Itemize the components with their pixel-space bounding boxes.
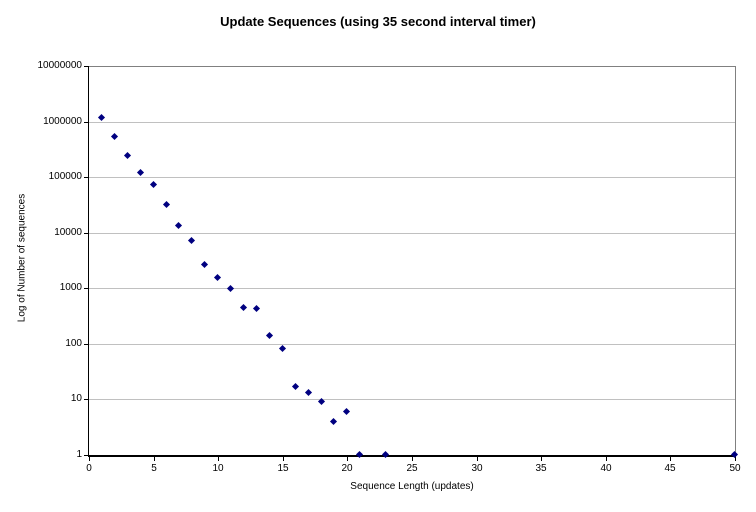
x-axis-tick [154, 457, 155, 461]
y-axis-tick [84, 122, 89, 123]
y-tick-label: 100000 [48, 171, 82, 182]
x-axis-tick [218, 457, 219, 461]
y-gridline [89, 233, 735, 234]
x-axis-tick [477, 457, 478, 461]
x-axis-tick [606, 457, 607, 461]
x-axis-tick [412, 457, 413, 461]
y-gridline [89, 344, 735, 345]
x-tick-label: 0 [86, 463, 92, 474]
x-tick-label: 5 [151, 463, 157, 474]
x-tick-label: 45 [664, 463, 676, 474]
y-tick-label: 100 [65, 338, 82, 349]
x-axis-tick [670, 457, 671, 461]
plot-area [88, 66, 736, 456]
x-axis-tick [541, 457, 542, 461]
y-axis-title: Log of Number of sequences [16, 193, 28, 323]
y-gridline [89, 122, 735, 123]
x-tick-label: 20 [341, 463, 353, 474]
x-axis-title: Sequence Length (updates) [350, 481, 474, 492]
y-axis-tick [84, 66, 89, 67]
x-tick-label: 10 [212, 463, 224, 474]
y-gridline [89, 288, 735, 289]
y-axis-tick [84, 399, 89, 400]
y-tick-label: 1000 [59, 282, 82, 293]
y-tick-label: 1000000 [43, 116, 82, 127]
y-axis-tick [84, 455, 89, 456]
x-tick-label: 50 [729, 463, 741, 474]
x-tick-label: 40 [600, 463, 612, 474]
y-axis-tick [84, 344, 89, 345]
y-gridline [89, 177, 735, 178]
x-tick-label: 35 [535, 463, 547, 474]
y-tick-label: 10 [70, 393, 82, 404]
y-tick-label: 10000 [54, 227, 82, 238]
y-axis-line [88, 66, 89, 456]
y-axis-tick [84, 233, 89, 234]
y-tick-label: 1 [76, 449, 82, 460]
y-tick-label: 10000000 [37, 60, 83, 71]
x-tick-label: 25 [406, 463, 418, 474]
chart-title: Update Sequences (using 35 second interv… [220, 14, 536, 29]
x-axis-tick [283, 457, 284, 461]
y-gridline [89, 399, 735, 400]
x-axis-tick [735, 457, 736, 461]
x-axis-tick [347, 457, 348, 461]
x-axis-tick [89, 457, 90, 461]
y-axis-tick [84, 177, 89, 178]
x-tick-label: 30 [471, 463, 483, 474]
x-axis-line [88, 455, 736, 457]
x-tick-label: 15 [277, 463, 289, 474]
y-axis-tick [84, 288, 89, 289]
